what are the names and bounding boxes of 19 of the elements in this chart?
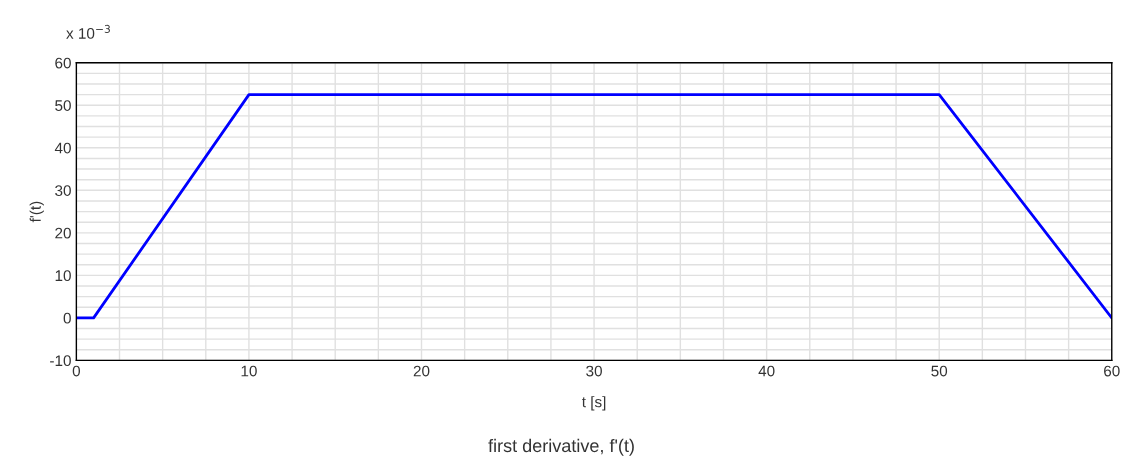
y-tick-label: 40 — [54, 142, 71, 154]
y-tick-label: 0 — [63, 312, 71, 324]
y-axis-title: f'(t) — [29, 201, 44, 223]
x-tick-label: 60 — [1104, 365, 1120, 377]
y-tick-label: 20 — [55, 227, 71, 239]
text: first derivative, f'(t) — [488, 438, 634, 456]
y-tick-label: -10 — [50, 355, 71, 367]
x-tick-label: 10 — [241, 365, 257, 377]
y-tick-label: 10 — [55, 270, 71, 282]
x-tick-label: 50 — [931, 365, 948, 377]
x-axis-title: t [s] — [581, 396, 606, 411]
y-tick-label: 50 — [55, 100, 71, 111]
x-tick-label: 30 — [586, 365, 602, 377]
text: x 10$^{−3}$ — [66, 24, 110, 39]
y-tick-label: 30 — [55, 185, 71, 196]
x-tick-label: 20 — [413, 365, 430, 377]
y-tick-label: 60 — [55, 57, 71, 69]
x-tick-label: 0 — [72, 365, 81, 377]
x-tick-label: 40 — [758, 365, 775, 377]
